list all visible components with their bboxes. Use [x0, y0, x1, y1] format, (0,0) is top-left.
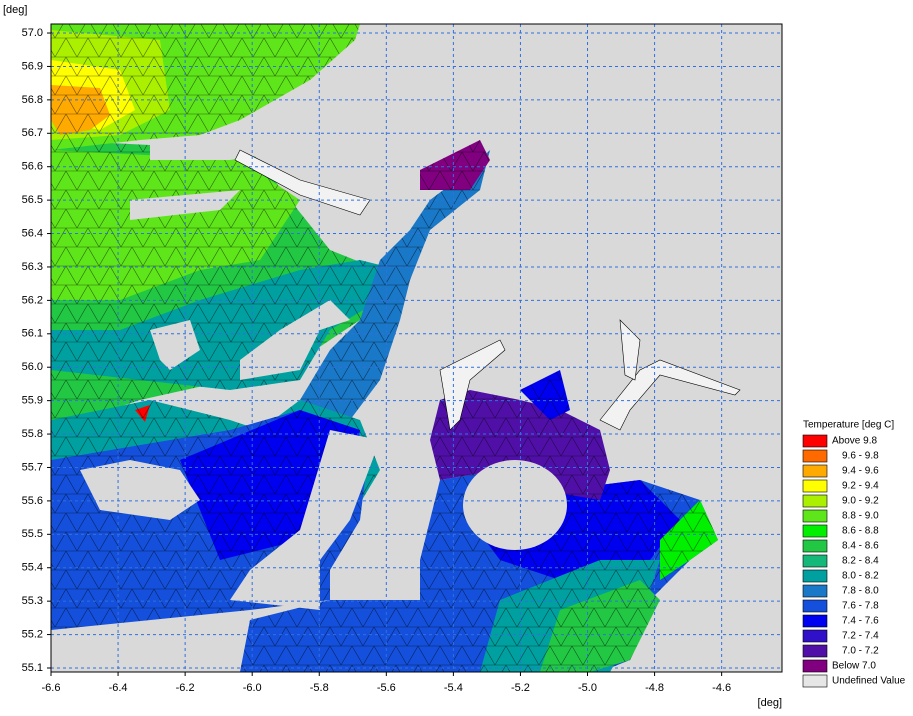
island [463, 460, 567, 550]
legend-label: 9.6 - 9.8 [842, 451, 879, 462]
island [150, 320, 200, 370]
legend-label: 8.6 - 8.8 [842, 526, 879, 537]
legend-label: 8.4 - 8.6 [842, 541, 879, 552]
legend-swatch [802, 674, 828, 688]
y-tick-label: 55.2 [22, 628, 43, 640]
legend-label: Above 9.8 [832, 436, 877, 447]
x-tick-label: -4.6 [712, 682, 731, 694]
legend-title: Temperature [deg C] [803, 420, 894, 431]
x-tick-label: -4.8 [645, 682, 664, 694]
x-tick-label: -5.0 [578, 682, 597, 694]
y-tick-label: 56.5 [22, 194, 43, 206]
legend-label: 7.8 - 8.0 [842, 586, 879, 597]
legend-swatch [802, 569, 828, 583]
legend-swatch [802, 434, 828, 448]
mesh-overlay [51, 150, 300, 300]
legend-swatch [802, 629, 828, 643]
y-tick-label: 56.8 [22, 94, 43, 106]
x-tick-label: -6.2 [176, 682, 195, 694]
island [240, 300, 350, 380]
y-tick-label: 57.0 [22, 27, 43, 39]
mesh-overlay [135, 405, 150, 422]
y-tick-label: 55.5 [22, 528, 43, 540]
legend-swatch [802, 539, 828, 553]
undefined-region [439, 339, 506, 431]
legend-swatch [802, 554, 828, 568]
mesh-overlay [540, 580, 660, 672]
y-tick-label: 56.6 [22, 161, 43, 173]
y-tick-label: 55.7 [22, 461, 43, 473]
y-tick-label: 56.2 [22, 294, 43, 306]
plot-frame [50, 23, 783, 673]
grid [50, 24, 782, 672]
y-tick-label: 56.0 [22, 361, 43, 373]
legend-swatch [802, 614, 828, 628]
legend-swatch [802, 464, 828, 478]
x-tick-label: -6.0 [243, 682, 262, 694]
y-tick-label: 56.3 [22, 261, 43, 273]
x-axis-label: [deg] [758, 697, 782, 709]
y-tick-label: 55.1 [22, 662, 43, 674]
x-tick-label: -5.2 [511, 682, 530, 694]
legend-swatch [802, 599, 828, 613]
x-tick-label: -6.6 [42, 682, 61, 694]
legend-swatch [802, 584, 828, 598]
legend-label: 7.6 - 7.8 [842, 601, 879, 612]
legend-swatch [802, 644, 828, 658]
island [230, 430, 380, 610]
mesh-overlay [51, 260, 400, 390]
legend-label: 8.8 - 9.0 [842, 511, 879, 522]
legend-label: Undefined Value [832, 676, 906, 687]
legend-label: Below 7.0 [832, 661, 876, 672]
legend-label: 7.4 - 7.6 [842, 616, 879, 627]
y-tick-label: 56.4 [22, 227, 43, 239]
y-tick-label: 55.6 [22, 495, 43, 507]
island [80, 460, 200, 520]
legend-label: 9.2 - 9.4 [842, 481, 879, 492]
legend-swatch [802, 509, 828, 523]
mesh-overlay [520, 370, 570, 420]
y-tick-label: 56.7 [22, 127, 43, 139]
temperature-field [51, 24, 741, 672]
x-tick-label: -6.4 [109, 682, 128, 694]
x-tick-label: -5.4 [444, 682, 463, 694]
y-axis-label: [deg] [3, 4, 27, 16]
inlet [150, 140, 300, 160]
legend-swatch [802, 479, 828, 493]
mesh-overlay [660, 500, 718, 580]
legend-swatch [802, 494, 828, 508]
legend-label: 8.0 - 8.2 [842, 571, 879, 582]
legend-label: 7.0 - 7.2 [842, 646, 879, 657]
x-tick-label: -5.6 [377, 682, 396, 694]
y-tick-label: 55.3 [22, 595, 43, 607]
y-tick-label: 56.1 [22, 328, 43, 340]
mesh-overlay [51, 85, 110, 135]
legend-swatch [802, 449, 828, 463]
legend-label: 7.2 - 7.4 [842, 631, 879, 642]
y-tick-label: 55.4 [22, 562, 43, 574]
y-tick-label: 55.9 [22, 395, 43, 407]
mesh-overlay [420, 140, 490, 190]
y-tick-label: 55.8 [22, 428, 43, 440]
y-tick-label: 56.9 [22, 60, 43, 72]
legend-label: 9.4 - 9.6 [842, 466, 879, 477]
legend-swatch [802, 524, 828, 538]
mesh-overlay [300, 150, 490, 420]
legend-swatch [802, 659, 828, 673]
legend-label: 9.0 - 9.2 [842, 496, 879, 507]
x-tick-label: -5.8 [310, 682, 329, 694]
legend-label: 8.2 - 8.4 [842, 556, 879, 567]
